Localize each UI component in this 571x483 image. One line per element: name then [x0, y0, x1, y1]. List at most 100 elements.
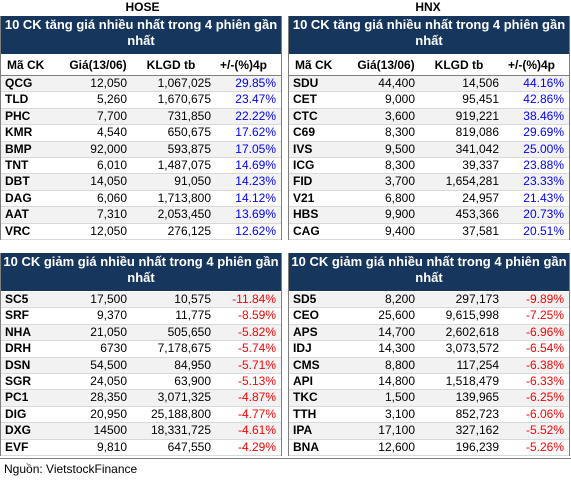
ticker-cell: CAG [293, 223, 320, 238]
table-row: CTC 3,600 919,221 38.46% [289, 108, 569, 126]
change-cell: -6.33% [525, 373, 564, 388]
price-cell: 14500 [93, 423, 127, 438]
change-cell: -5.82% [237, 324, 276, 339]
table-row: DBT 14,050 91,050 14.23% [1, 174, 281, 191]
change-cell: 13.69% [235, 207, 276, 222]
price-cell: 9,810 [96, 439, 127, 454]
change-cell: 44.16% [523, 76, 564, 90]
volume-cell: 3,073,572 [445, 341, 499, 356]
price-cell: 28,350 [90, 390, 127, 405]
table-row: DXG 14500 18,331,725 -4.61% [1, 423, 281, 440]
price-cell: 8,200 [384, 292, 415, 306]
change-cell: 14.12% [235, 190, 276, 205]
volume-cell: 1,518,479 [445, 373, 499, 388]
volume-cell: 819,086 [455, 125, 499, 140]
ticker-cell: QCG [5, 76, 33, 90]
col-ticker: Mã CK [7, 58, 45, 72]
change-cell: 29.85% [235, 76, 276, 90]
table-row: KMR 4,540 650,675 17.62% [1, 125, 281, 142]
ticker-cell: DRH [5, 341, 31, 356]
volume-cell: 2,053,450 [157, 207, 211, 222]
change-cell: 20.51% [523, 223, 564, 238]
table-row: CMS 8,800 117,254 -6.38% [289, 357, 569, 374]
ticker-cell: EVF [5, 439, 29, 454]
hose-loss-title: 10 CK giảm giá nhiều nhất trong 4 phiên … [1, 253, 281, 292]
change-cell: -5.52% [525, 423, 564, 438]
price-cell: 25,600 [378, 308, 415, 323]
table-row: DAG 6,060 1,713,800 14.12% [1, 190, 281, 208]
table-row: PHC 7,700 731,850 22.22% [1, 108, 281, 126]
change-cell: -4.87% [237, 390, 276, 405]
ticker-cell: SD5 [293, 292, 317, 306]
ticker-cell: CMS [293, 357, 320, 372]
table-row: IDJ 14,300 3,073,572 -6.54% [289, 341, 569, 358]
change-cell: 14.69% [235, 157, 276, 172]
ticker-cell: DBT [5, 174, 30, 189]
price-cell: 7,310 [96, 207, 127, 222]
hnx-gain-panel: 10 CK tăng giá nhiều nhất trong 4 phiên … [288, 16, 570, 240]
volume-cell: 95,451 [462, 92, 499, 107]
volume-cell: 18,331,725 [150, 423, 211, 438]
ticker-cell: CTC [293, 108, 318, 123]
ticker-cell: AAT [5, 207, 29, 222]
col-ticker: Mã CK [295, 58, 333, 72]
price-cell: 3,600 [384, 108, 415, 123]
col-price: Giá(13/06) [69, 58, 127, 72]
price-cell: 9,900 [384, 207, 415, 222]
ticker-cell: PC1 [5, 390, 29, 405]
table-row: EVF 9,810 647,550 -4.29% [1, 440, 281, 456]
volume-cell: 327,162 [455, 423, 499, 438]
volume-cell: 2,602,618 [445, 324, 499, 339]
change-cell: 38.46% [523, 108, 564, 123]
volume-cell: 297,173 [455, 292, 499, 306]
price-cell: 4,540 [96, 125, 127, 140]
change-cell: 21.43% [523, 190, 564, 205]
price-cell: 21,050 [90, 324, 127, 339]
ticker-cell: KMR [5, 125, 33, 140]
change-cell: -9.89% [525, 292, 564, 306]
volume-cell: 196,239 [455, 439, 499, 454]
table-row: SGR 24,050 63,900 -5.13% [1, 373, 281, 391]
table-row: V21 6,800 24,957 21.43% [289, 190, 569, 208]
change-cell: 23.33% [523, 174, 564, 189]
price-cell: 44,400 [378, 76, 415, 90]
volume-cell: 1,067,025 [157, 76, 211, 90]
col-volume: KLGD tb [434, 58, 484, 72]
volume-cell: 11,775 [175, 308, 211, 323]
ticker-cell: API [293, 373, 314, 388]
table-row: HBS 9,900 453,366 20.73% [289, 207, 569, 224]
price-cell: 9,000 [384, 92, 415, 107]
table-row: TKC 1,500 139,965 -6.25% [289, 390, 569, 407]
table-row: TLD 5,260 1,670,675 23.47% [1, 92, 281, 109]
volume-cell: 731,850 [167, 108, 211, 123]
price-cell: 6,010 [96, 157, 127, 172]
ticker-cell: BMP [5, 141, 32, 156]
hnx-gain-title: 10 CK tăng giá nhiều nhất trong 4 phiên … [289, 16, 569, 55]
price-cell: 5,260 [96, 92, 127, 107]
hose-loss-panel: 10 CK giảm giá nhiều nhất trong 4 phiên … [0, 253, 282, 456]
change-cell: -6.25% [525, 390, 564, 405]
table-row: DRH 6730 7,178,675 -5.74% [1, 341, 281, 358]
table-row: TTH 3,100 852,723 -6.06% [289, 406, 569, 424]
table-row: CEO 25,600 9,615,998 -7.25% [289, 308, 569, 325]
volume-cell: 37,581 [462, 223, 499, 238]
table-row: QCG 12,050 1,067,025 29.85% [1, 76, 281, 93]
change-cell: -4.77% [237, 406, 276, 421]
hnx-loss-panel: 10 CK giảm giá nhiều nhất trong 4 phiên … [288, 253, 570, 456]
table-row: BMP 92,000 593,875 17.05% [1, 141, 281, 158]
table-row: IPA 17,100 327,162 -5.52% [289, 423, 569, 440]
table-row: API 14,800 1,518,479 -6.33% [289, 373, 569, 391]
ticker-cell: SGR [5, 373, 32, 388]
ticker-cell: VRC [5, 223, 31, 238]
ticker-cell: TTH [293, 406, 317, 421]
table-row: CAG 9,400 37,581 20.51% [289, 224, 569, 240]
price-cell: 14,300 [378, 341, 415, 356]
price-cell: 92,000 [90, 141, 127, 156]
price-cell: 14,700 [378, 324, 415, 339]
ticker-cell: BNA [293, 439, 319, 454]
ticker-cell: DSN [5, 357, 31, 372]
price-cell: 24,050 [90, 373, 127, 388]
volume-cell: 593,875 [167, 141, 211, 156]
ticker-cell: DAG [5, 190, 32, 205]
ticker-cell: APS [293, 324, 318, 339]
